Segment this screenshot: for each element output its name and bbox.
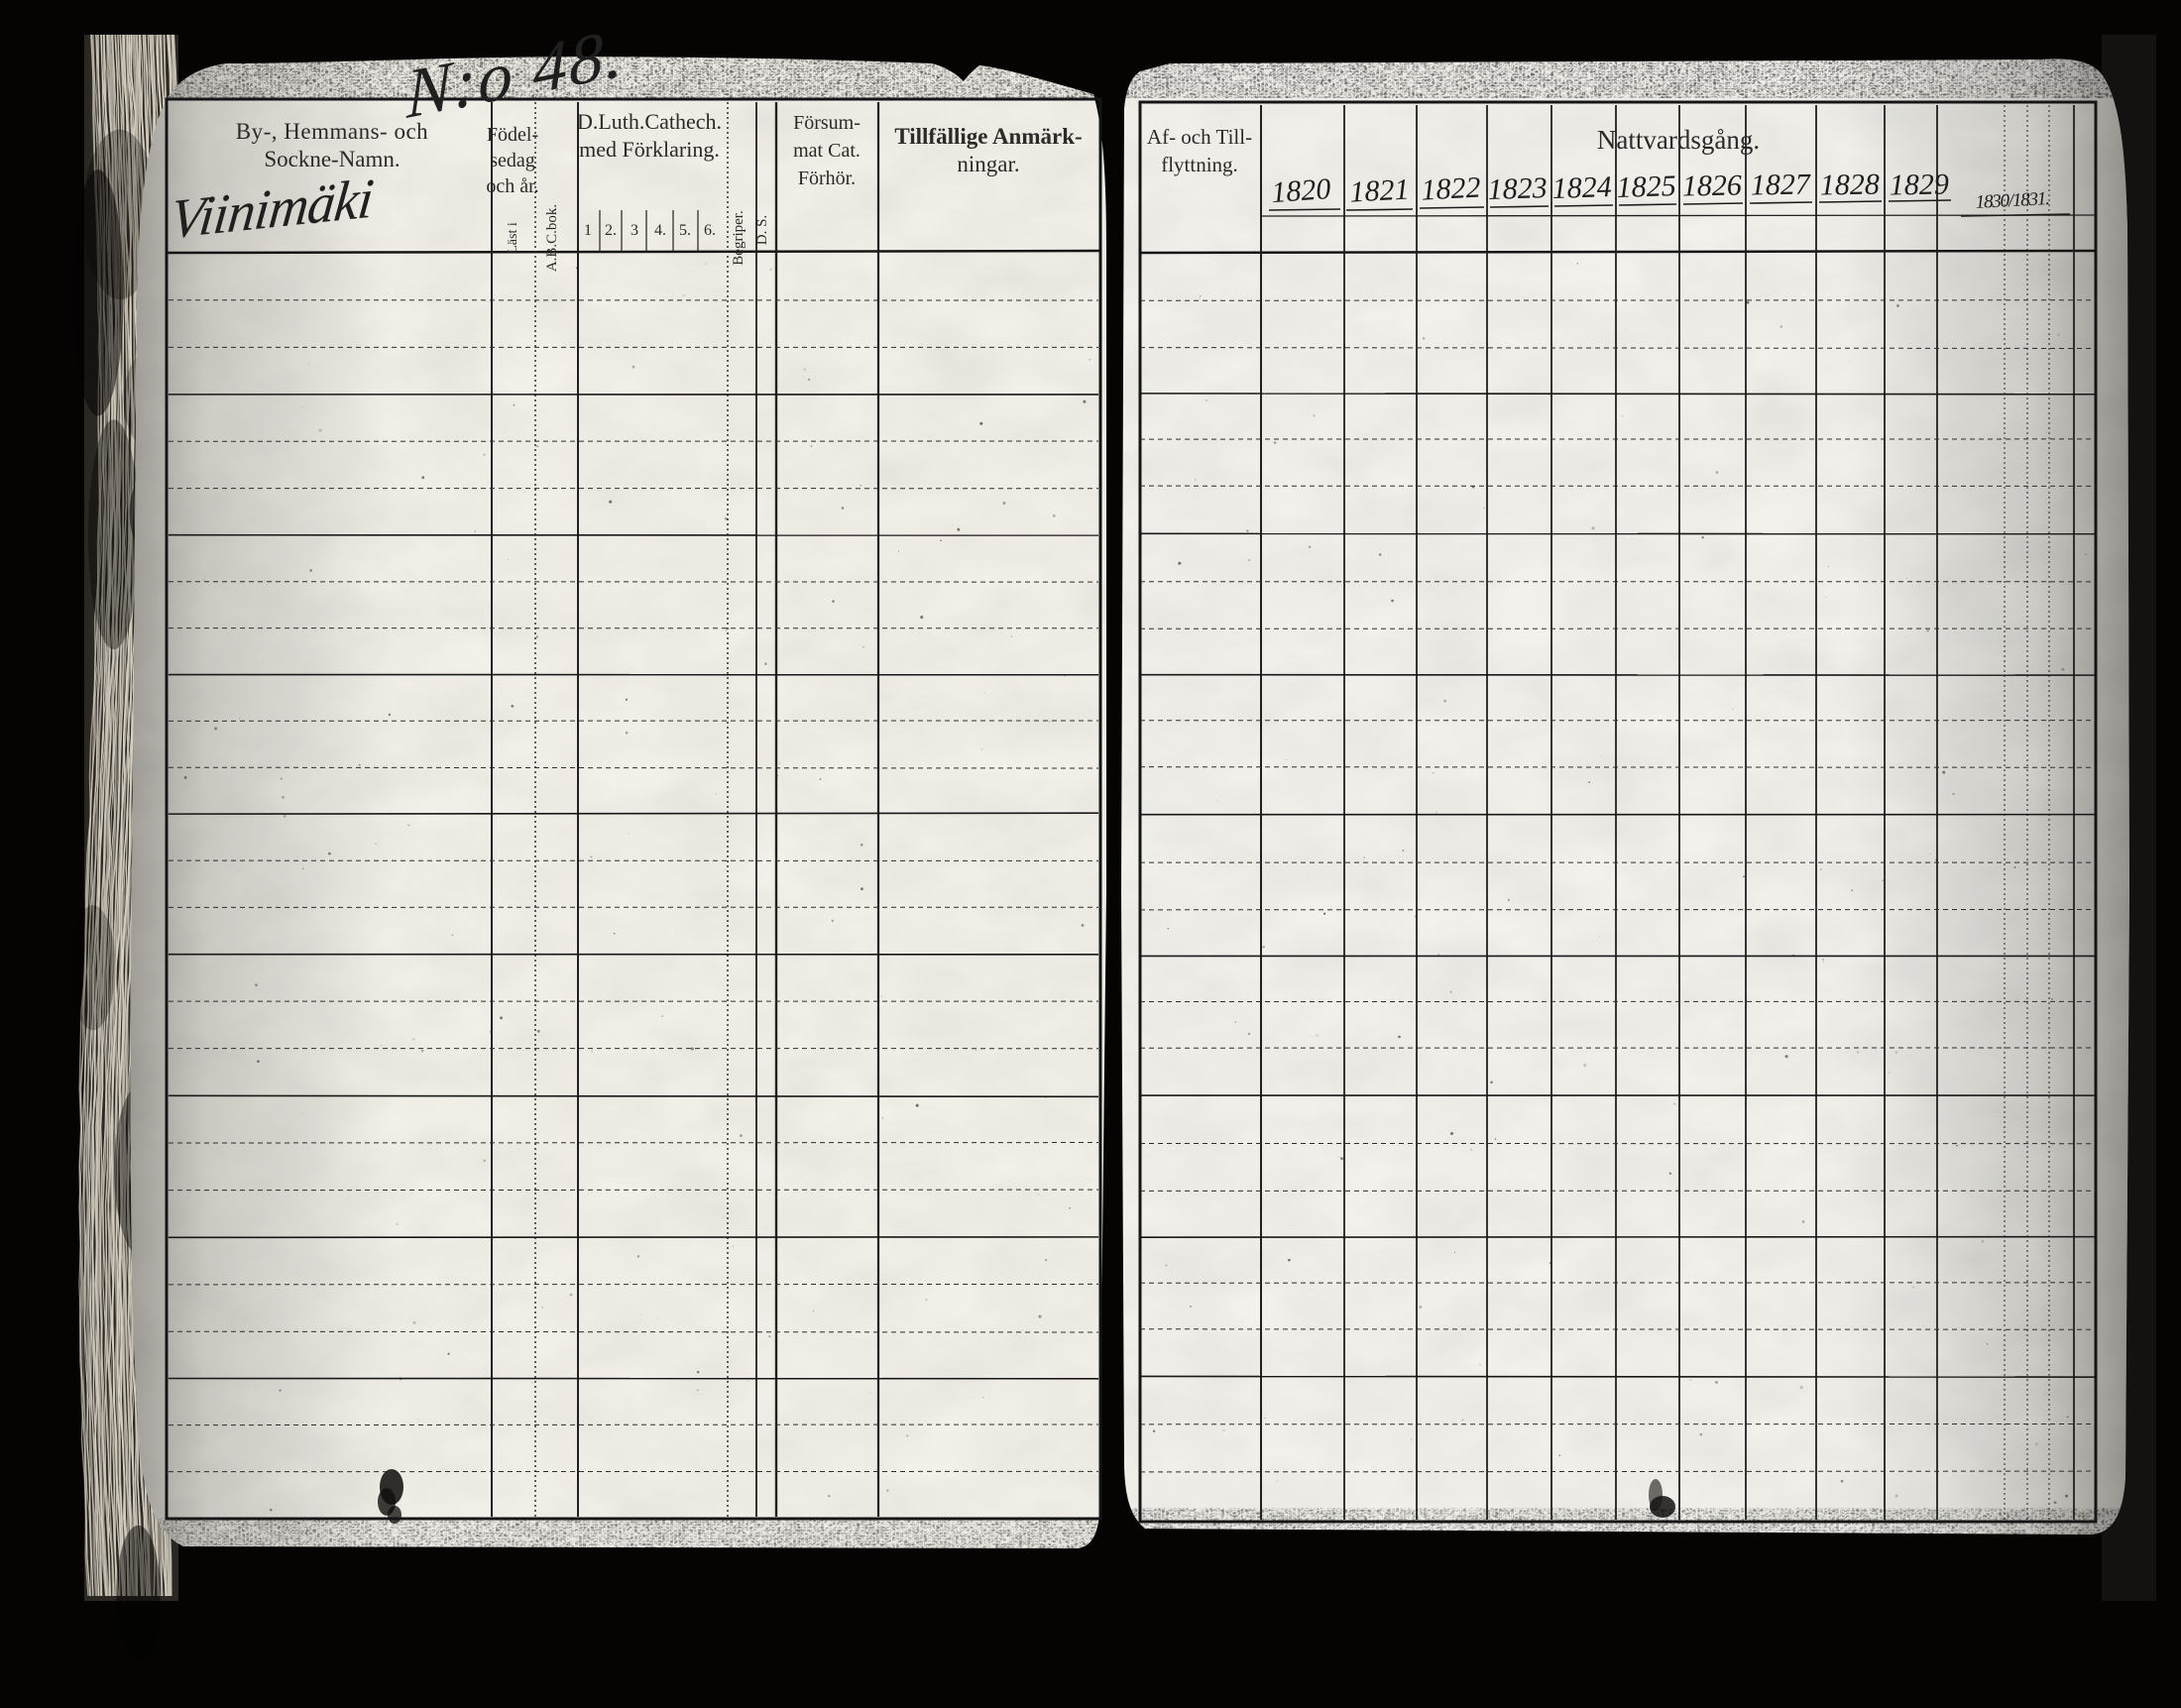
svg-text:Försum-: Försum-: [793, 112, 861, 134]
svg-text:Nattvardsgång.: Nattvardsgång.: [1597, 125, 1760, 155]
svg-text:flyttning.: flyttning.: [1161, 153, 1238, 176]
svg-text:Af- och Till-: Af- och Till-: [1147, 125, 1252, 149]
svg-text:1: 1: [584, 222, 592, 239]
svg-text:Läst i: Läst i: [506, 222, 520, 254]
svg-text:1830/1831.: 1830/1831.: [1975, 188, 2049, 213]
svg-text:1820: 1820: [1270, 172, 1331, 209]
svg-text:By-, Hemmans- och: By-, Hemmans- och: [236, 119, 428, 144]
svg-text:D.Luth.Cathech.: D.Luth.Cathech.: [577, 109, 722, 134]
svg-text:1821: 1821: [1349, 172, 1411, 208]
svg-text:och år.: och år.: [486, 175, 538, 197]
svg-text:1828: 1828: [1820, 168, 1881, 201]
svg-text:Begriper.: Begriper.: [731, 210, 746, 265]
svg-text:sedag: sedag: [490, 150, 535, 171]
svg-text:mat Cat.: mat Cat.: [793, 140, 861, 162]
svg-text:Födel-: Födel-: [487, 124, 538, 146]
svg-text:ningar.: ningar.: [957, 152, 1019, 176]
svg-text:3: 3: [631, 222, 638, 239]
svg-text:1826: 1826: [1682, 169, 1743, 202]
svg-text:4.: 4.: [654, 222, 666, 239]
svg-text:6.: 6.: [704, 222, 716, 239]
svg-text:1829: 1829: [1890, 168, 1950, 201]
svg-text:med Förklaring.: med Förklaring.: [579, 137, 720, 162]
svg-text:D. S.: D. S.: [754, 215, 770, 245]
svg-text:1823: 1823: [1487, 171, 1548, 206]
svg-text:1825: 1825: [1616, 170, 1676, 204]
svg-text:1822: 1822: [1421, 171, 1482, 206]
svg-text:Förhör.: Förhör.: [798, 168, 856, 189]
svg-text:Sockne-Namn.: Sockne-Namn.: [264, 147, 400, 171]
svg-text:A.B.C.bok.: A.B.C.bok.: [544, 204, 560, 272]
svg-text:Tillfällige Anmärk-: Tillfällige Anmärk-: [894, 124, 1082, 149]
svg-text:5.: 5.: [679, 222, 691, 239]
svg-text:2.: 2.: [605, 222, 617, 239]
svg-text:1827: 1827: [1751, 168, 1813, 201]
svg-text:1824: 1824: [1551, 171, 1612, 205]
